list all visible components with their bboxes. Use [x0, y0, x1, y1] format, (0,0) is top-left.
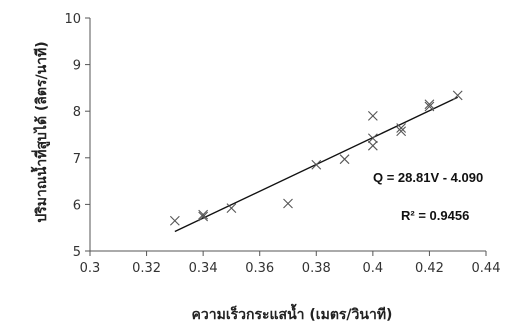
data-point-marker	[452, 90, 463, 101]
marker-stroke	[283, 198, 293, 209]
data-point-marker	[424, 101, 435, 112]
marker-stroke	[396, 126, 407, 137]
axes	[89, 18, 486, 252]
y-axis-title: ปริมาณน้ำที่สูบได้ (ลิตร/นาที)	[30, 41, 50, 222]
data-point-marker	[226, 203, 237, 214]
marker-stroke	[226, 203, 237, 214]
marker-stroke	[169, 215, 180, 226]
data-point-marker	[339, 154, 350, 165]
data-point-marker	[424, 99, 435, 110]
data-points	[169, 90, 463, 226]
marker-stroke	[367, 133, 378, 144]
data-point-marker	[396, 126, 407, 137]
y-axis-ticks: 5 6 7 8 9 10	[64, 12, 90, 260]
data-point-marker	[169, 215, 180, 226]
marker-stroke	[424, 101, 435, 112]
r-squared-label: R² = 0.9456	[401, 208, 469, 223]
marker-stroke	[311, 159, 322, 170]
x-tick-label: 0.4	[363, 261, 384, 276]
data-point-marker	[198, 211, 209, 222]
data-point-marker	[367, 133, 378, 144]
data-point-marker	[283, 198, 293, 209]
y-tick-label: 6	[73, 198, 81, 213]
y-tick-label: 8	[73, 105, 81, 120]
y-tick-label: 5	[73, 245, 81, 260]
x-tick-label: 0.44	[472, 261, 501, 276]
data-point-marker	[396, 123, 407, 133]
y-tick-label: 7	[73, 152, 81, 167]
x-tick-label: 0.32	[132, 261, 161, 276]
marker-stroke	[198, 211, 209, 222]
x-axis-ticks: 0.3 0.32 0.34 0.36 0.38 0.4 0.42 0.44	[80, 251, 501, 276]
marker-stroke	[367, 140, 378, 151]
x-tick-label: 0.34	[189, 261, 218, 276]
data-point-marker	[367, 110, 378, 121]
marker-stroke	[367, 110, 378, 121]
x-tick-label: 0.38	[302, 261, 331, 276]
marker-stroke	[396, 123, 407, 133]
x-tick-label: 0.36	[245, 261, 274, 276]
marker-stroke	[339, 154, 350, 165]
marker-stroke	[198, 209, 209, 220]
data-point-marker	[367, 140, 378, 151]
marker-stroke	[424, 99, 435, 110]
x-tick-label: 0.3	[80, 261, 101, 276]
data-point-marker	[311, 159, 322, 170]
regression-equation: Q = 28.81V - 4.090	[373, 170, 483, 185]
y-tick-label: 10	[64, 12, 81, 27]
x-axis-title: ความเร็วกระแสน้ำ (เมตร/วินาที)	[192, 303, 393, 323]
x-tick-label: 0.42	[415, 261, 444, 276]
y-tick-label: 9	[73, 59, 81, 74]
marker-stroke	[452, 90, 463, 101]
data-point-marker	[198, 209, 209, 220]
